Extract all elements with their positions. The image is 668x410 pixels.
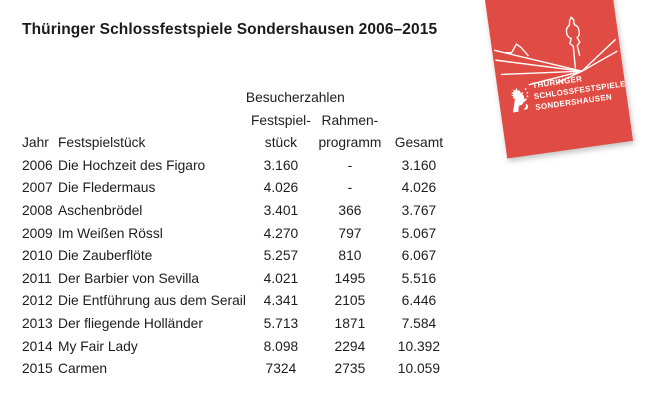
lion-icon xyxy=(511,87,529,112)
piece-cell: Aschenbrödel xyxy=(58,202,143,218)
spacer-cell xyxy=(384,87,454,110)
total-cell: 3.767 xyxy=(401,202,437,218)
piece-cell: Im Weißen Rössl xyxy=(58,225,163,241)
year-cell: 2006 xyxy=(22,157,53,173)
spacer-cell xyxy=(22,110,58,133)
spacer-cell xyxy=(22,87,58,110)
total-cell: 5.516 xyxy=(401,270,437,286)
festival-visitors-cell: 5.257 xyxy=(263,248,299,264)
column-header-jahr: Jahr xyxy=(22,135,49,151)
spacer-cell xyxy=(58,87,246,110)
festival-visitors-cell: 5.713 xyxy=(263,315,299,331)
program-visitors-cell: - xyxy=(347,157,353,173)
festival-visitors-cell: 4.026 xyxy=(263,180,299,196)
piece-cell: Der Barbier von Sevilla xyxy=(58,270,200,286)
year-cell: 2011 xyxy=(22,270,52,286)
table-row: 2014 My Fair Lady 8.098 2294 10.392 xyxy=(22,336,454,359)
piece-cell: My Fair Lady xyxy=(58,338,138,354)
table-subheader-row-1: Festspiel- Rahmen- xyxy=(22,110,454,133)
program-visitors-cell: - xyxy=(347,180,353,196)
spacer-cell xyxy=(384,110,454,133)
column-header-festspielstueck-line1: Festspiel- xyxy=(251,112,311,128)
program-visitors-cell: 797 xyxy=(338,225,362,241)
festival-visitors-cell: 3.401 xyxy=(263,202,299,218)
program-visitors-cell: 810 xyxy=(338,248,362,264)
table-row: 2013 Der fliegende Holländer 5.713 1871 … xyxy=(22,313,454,336)
year-cell: 2013 xyxy=(22,315,53,331)
table-row: 2009 Im Weißen Rössl 4.270 797 5.067 xyxy=(22,223,454,246)
table-row: 2011 Der Barbier von Sevilla 4.021 1495 … xyxy=(22,268,454,291)
visitors-table: Besucherzahlen Festspiel- Rahmen- Jahr F… xyxy=(22,87,454,381)
column-header-festspielstueck-line2: stück xyxy=(264,135,297,151)
festival-visitors-cell: 4.341 xyxy=(263,293,299,309)
castle-skyline-icon xyxy=(493,16,619,86)
year-cell: 2007 xyxy=(22,180,53,196)
program-visitors-cell: 2105 xyxy=(334,293,366,309)
total-cell: 10.059 xyxy=(397,361,440,377)
program-visitors-cell: 1871 xyxy=(334,315,366,331)
column-header-rahmenprogramm-line1: Rahmen- xyxy=(321,112,379,128)
year-cell: 2015 xyxy=(22,361,53,377)
badge-brand-block: THÜRINGER SCHLOSSFESTSPIELE SONDERSHAUSE… xyxy=(506,67,628,116)
program-visitors-cell: 366 xyxy=(338,202,362,218)
piece-cell: Carmen xyxy=(58,361,108,377)
table-row: 2012 Die Entführung aus dem Serail 4.341… xyxy=(22,290,454,313)
table-row: 2006 Die Hochzeit des Figaro 3.160 - 3.1… xyxy=(22,155,454,178)
total-cell: 5.067 xyxy=(401,225,437,241)
program-visitors-cell: 1495 xyxy=(334,270,366,286)
festival-visitors-cell: 7324 xyxy=(265,361,297,377)
table-row: 2015 Carmen 7324 2735 10.059 xyxy=(22,358,454,381)
program-visitors-cell: 2735 xyxy=(334,361,366,377)
year-cell: 2012 xyxy=(22,293,53,309)
spacer-cell xyxy=(58,110,246,133)
piece-cell: Die Zauberflöte xyxy=(58,248,153,264)
festival-visitors-cell: 4.021 xyxy=(263,270,299,286)
piece-cell: Die Hochzeit des Figaro xyxy=(58,157,206,173)
total-cell: 4.026 xyxy=(401,180,437,196)
table-row: 2008 Aschenbrödel 3.401 366 3.767 xyxy=(22,200,454,223)
year-cell: 2009 xyxy=(22,225,53,241)
program-visitors-cell: 2294 xyxy=(334,338,366,354)
year-cell: 2010 xyxy=(22,248,53,264)
total-cell: 7.584 xyxy=(401,315,437,331)
table-row: 2007 Die Fledermaus 4.026 - 4.026 xyxy=(22,177,454,200)
total-cell: 6.446 xyxy=(401,293,437,309)
festival-visitors-cell: 3.160 xyxy=(263,157,299,173)
total-cell: 3.160 xyxy=(401,157,437,173)
page-title: Thüringer Schlossfestspiele Sondershause… xyxy=(22,21,438,38)
piece-cell: Die Entführung aus dem Serail xyxy=(58,293,246,309)
total-cell: 10.392 xyxy=(397,338,440,354)
table-row: 2010 Die Zauberflöte 5.257 810 6.067 xyxy=(22,245,454,268)
table-subheader-row-2: Jahr Festspielstück stück programm Gesam… xyxy=(22,132,454,155)
group-header-besucherzahlen: Besucherzahlen xyxy=(245,90,345,105)
festival-badge: THÜRINGER SCHLOSSFESTSPIELE SONDERSHAUSE… xyxy=(485,0,634,159)
total-cell: 6.067 xyxy=(401,248,437,264)
festival-visitors-cell: 4.270 xyxy=(263,225,299,241)
column-header-gesamt: Gesamt xyxy=(394,135,444,151)
piece-cell: Die Fledermaus xyxy=(58,180,156,196)
year-cell: 2008 xyxy=(22,202,53,218)
piece-cell: Der fliegende Holländer xyxy=(58,315,203,331)
festival-visitors-cell: 8.098 xyxy=(263,338,299,354)
year-cell: 2014 xyxy=(22,338,53,354)
table-group-header-row: Besucherzahlen xyxy=(22,87,454,110)
column-header-rahmenprogramm-line2: programm xyxy=(318,135,382,151)
column-header-festspielstueck: Festspielstück xyxy=(58,135,146,151)
